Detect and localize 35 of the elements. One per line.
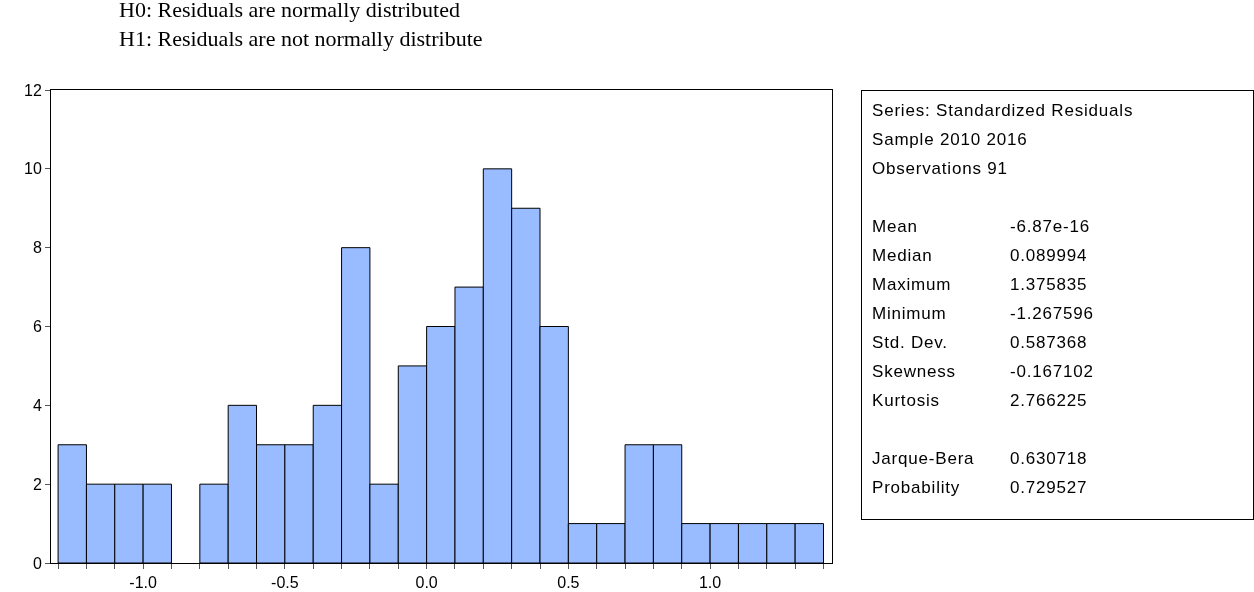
text: 0.630718 — [1010, 449, 1088, 469]
x-tick-label: -0.5 — [271, 574, 299, 592]
text: 0.729527 — [1010, 478, 1088, 498]
y-tick-label: 0 — [32, 554, 42, 572]
x-tick-label: -1.0 — [129, 574, 158, 592]
text: Minimum — [872, 304, 947, 324]
x-tick-label: 0.0 — [415, 574, 438, 592]
text: H1: Residuals are not normally distribute — [119, 26, 483, 51]
text: Skewness — [872, 362, 956, 382]
text: -6.87e-16 — [1010, 217, 1090, 237]
y-tick-label: 4 — [32, 396, 42, 414]
text: Median — [872, 246, 933, 266]
text: Kurtosis — [872, 391, 940, 411]
text: Series: Standardized Residuals — [872, 101, 1134, 121]
y-tick-label: 10 — [24, 160, 42, 178]
text: Std. Dev. — [872, 333, 948, 353]
text: H0: Residuals are normally distributed — [119, 0, 460, 22]
x-tick-label: 1.0 — [698, 574, 722, 592]
text: 0.587368 — [1010, 333, 1088, 353]
text: 1.375835 — [1010, 275, 1088, 295]
text: Mean — [872, 217, 918, 237]
text: -0.167102 — [1010, 362, 1094, 382]
y-tick-label: 12 — [24, 81, 42, 99]
text: Maximum — [872, 275, 952, 295]
text: -1.267596 — [1010, 304, 1094, 324]
x-tick-label: 0.5 — [557, 574, 580, 592]
y-tick-label: 6 — [32, 318, 42, 336]
text: Observations 91 — [872, 159, 1008, 179]
text: Sample 2010 2016 — [872, 130, 1028, 150]
y-tick-label: 2 — [32, 475, 42, 493]
y-tick-label: 8 — [32, 239, 42, 257]
text: 2.766225 — [1010, 391, 1088, 411]
text: Probability — [872, 478, 961, 498]
text: 0.089994 — [1010, 246, 1088, 266]
text: Jarque-Bera — [872, 449, 975, 469]
